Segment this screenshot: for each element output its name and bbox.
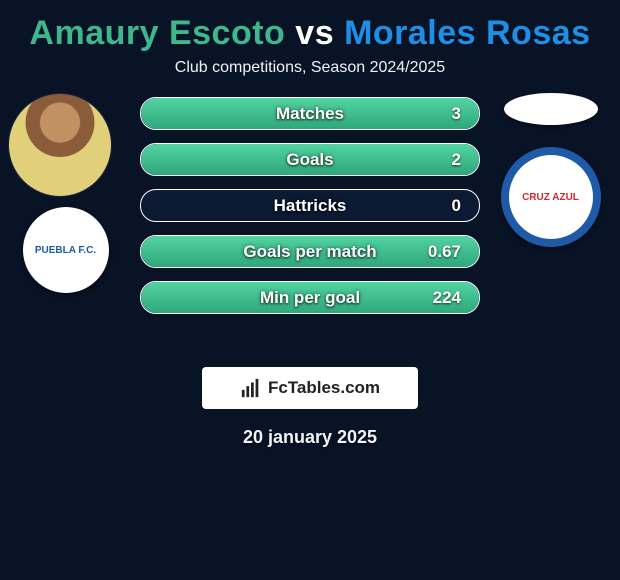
- right-column: CRUZ AZUL: [493, 93, 608, 247]
- stat-value: 224: [433, 282, 461, 313]
- comparison-title: Amaury Escoto vs Morales Rosas: [0, 0, 620, 59]
- stat-label: Hattricks: [141, 190, 479, 221]
- title-vs: vs: [295, 14, 334, 52]
- stat-label: Min per goal: [141, 282, 479, 313]
- stat-value: 0: [452, 190, 461, 221]
- stats-bars: Matches3 Goals2 Hattricks0 Goals per match0…: [140, 97, 480, 327]
- player-a-club-text: PUEBLA F.C.: [35, 245, 96, 256]
- stat-label: Goals: [141, 144, 479, 175]
- subtitle-text: Club competitions, Season 2024/2025: [0, 59, 620, 77]
- stat-row: Min per goal224: [140, 281, 480, 314]
- player-a-club-badge: PUEBLA F.C.: [23, 207, 109, 293]
- stat-label: Matches: [141, 98, 479, 129]
- stat-row: Goals per match0.67: [140, 235, 480, 268]
- stat-value: 3: [452, 98, 461, 129]
- player-b-club-text: CRUZ AZUL: [522, 192, 579, 203]
- left-column: PUEBLA F.C.: [8, 93, 123, 293]
- stat-value: 0.67: [428, 236, 461, 267]
- player-b-flag: [504, 93, 598, 125]
- player-b-club-badge: CRUZ AZUL: [501, 147, 601, 247]
- snapshot-date: 20 january 2025: [0, 427, 620, 448]
- stat-row: Matches3: [140, 97, 480, 130]
- title-player-b: Morales Rosas: [344, 14, 591, 52]
- player-a-photo: [8, 93, 112, 197]
- branding-text: FcTables.com: [268, 378, 380, 398]
- title-player-a: Amaury Escoto: [29, 14, 285, 52]
- chart-icon: [240, 377, 262, 399]
- stat-row: Hattricks0: [140, 189, 480, 222]
- branding-badge[interactable]: FcTables.com: [202, 367, 418, 409]
- stat-value: 2: [452, 144, 461, 175]
- comparison-main: PUEBLA F.C. CRUZ AZUL Matches3 Goals2 Hatt…: [0, 97, 620, 357]
- stat-row: Goals2: [140, 143, 480, 176]
